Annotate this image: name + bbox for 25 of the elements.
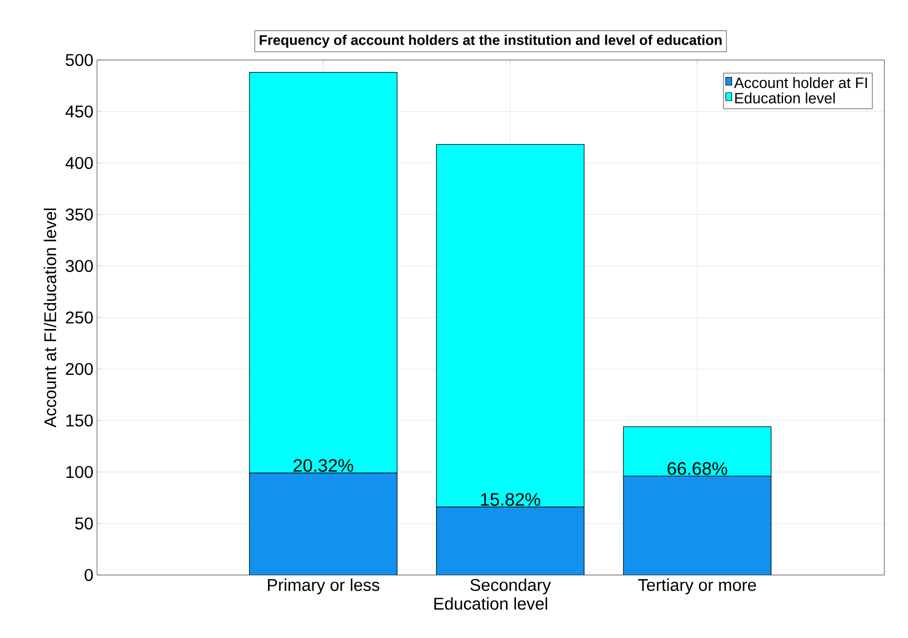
y-tick-label: 500 [66, 54, 93, 66]
annotation: 15.82% [481, 493, 540, 506]
legend-label: Education level [735, 92, 835, 104]
y-tick-label: 0 [84, 568, 93, 582]
annotation: 66.68% [668, 462, 728, 475]
x-axis-title: Education level [434, 597, 548, 610]
y-tick-label: 250 [66, 311, 93, 324]
y-tick-label: 350 [66, 208, 93, 221]
bar [623, 476, 772, 575]
x-tick-label: Tertiary or more [638, 578, 756, 594]
y-tick-label: 100 [66, 466, 93, 478]
y-tick-label: 150 [66, 414, 93, 427]
y-tick-label: 200 [66, 362, 93, 376]
y-tick-label: 50 [75, 517, 93, 530]
annotation: 20.32% [294, 459, 354, 472]
y-tick-label: 300 [66, 260, 93, 272]
x-tick-label: Secondary [470, 578, 551, 594]
x-tick-label: Primary or less [268, 578, 380, 594]
legend-label: Account holder at FI [734, 77, 867, 88]
y-tick-label: 400 [65, 156, 93, 170]
y-axis-title: Account at FI/Education level [44, 208, 56, 428]
bar [249, 473, 398, 575]
bar [436, 507, 584, 575]
chart-title: Frequency of account holders at the institution and level of education [260, 34, 722, 48]
y-tick-label: 450 [65, 105, 93, 118]
